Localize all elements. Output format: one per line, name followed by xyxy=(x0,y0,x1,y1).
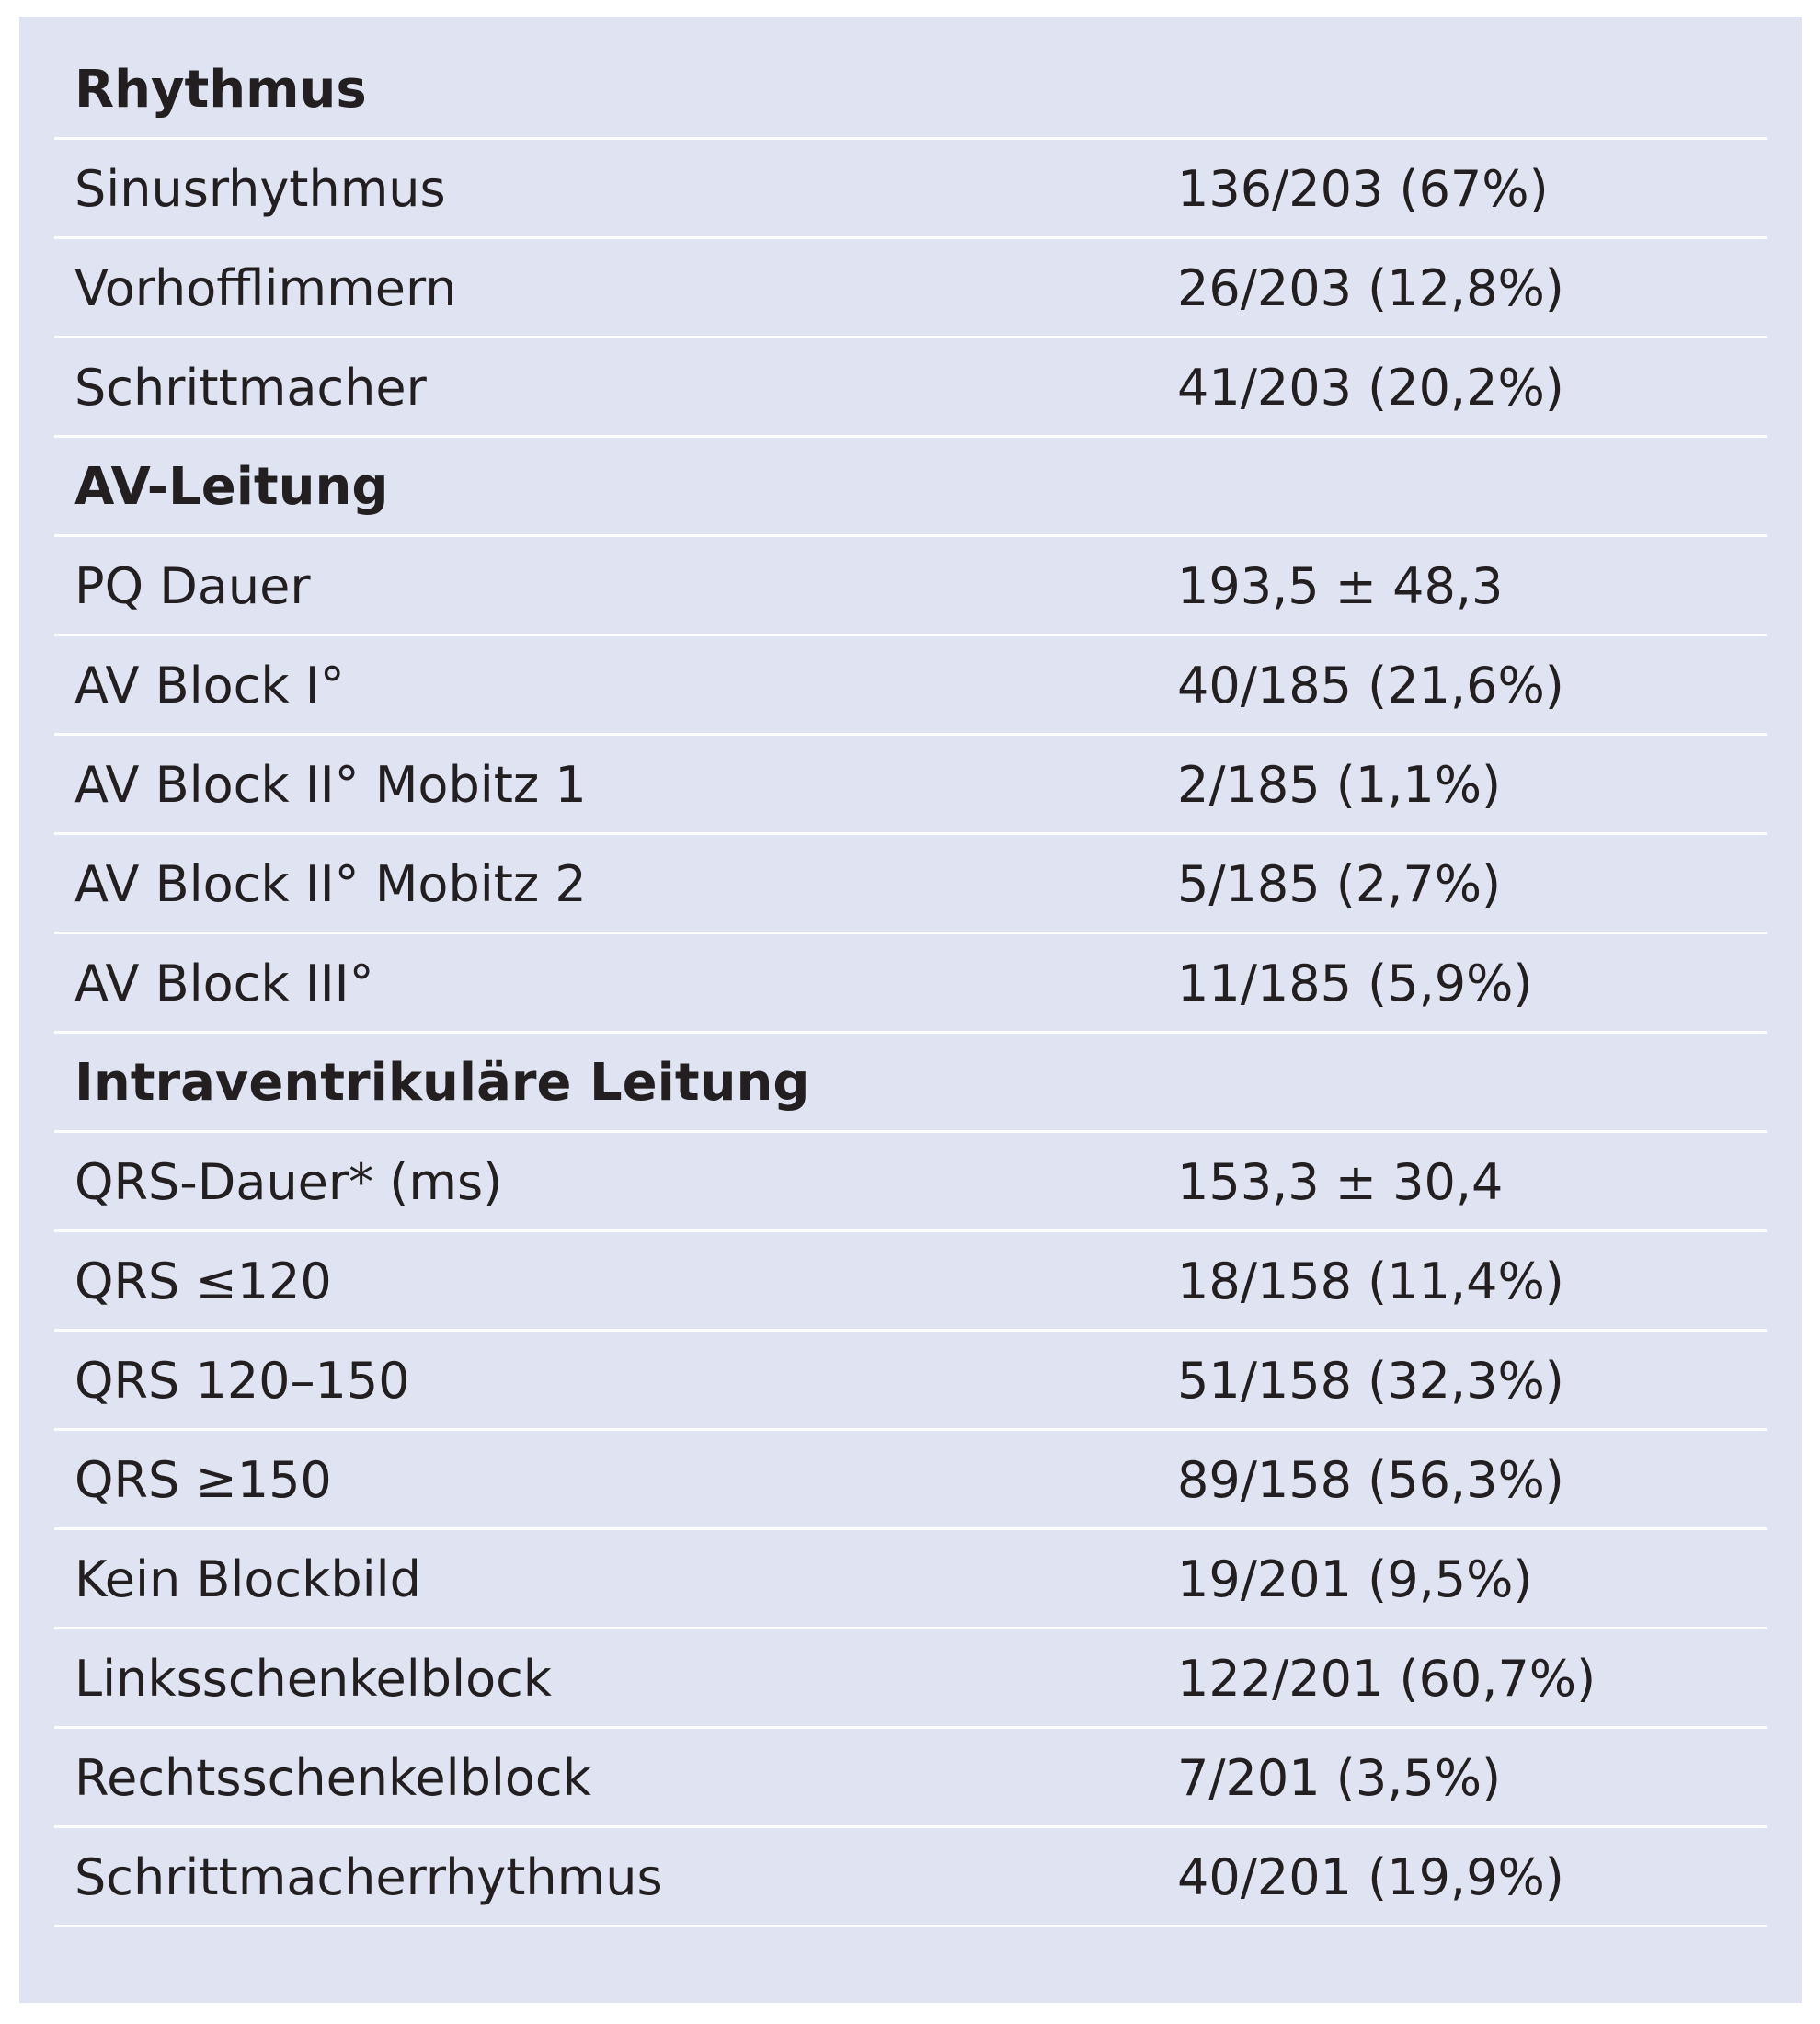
row-label: Linksschenkelblock xyxy=(74,1650,553,1708)
row-value: 11/185 (5,9%) xyxy=(1177,955,1533,1012)
section-header-intraventrikulaere-leitung: Intraventrikuläre Leitung xyxy=(54,1034,1767,1133)
row-value: 193,5 ± 48,3 xyxy=(1177,557,1504,615)
row-value: 26/203 (12,8%) xyxy=(1177,259,1564,317)
row-value: 19/201 (9,5%) xyxy=(1177,1550,1533,1608)
row-value: 136/203 (67%) xyxy=(1177,160,1549,218)
section-header-av-leitung: AV-Leitung xyxy=(54,438,1767,537)
row-value: 122/201 (60,7%) xyxy=(1177,1650,1597,1708)
row-value: 5/185 (2,7%) xyxy=(1177,855,1502,913)
row-label: AV Block II° Mobitz 1 xyxy=(74,756,587,814)
section-header-rhythmus: Rhythmus xyxy=(54,40,1767,140)
table-row: QRS ≤120 18/158 (11,4%) xyxy=(54,1232,1767,1332)
row-label: QRS 120–150 xyxy=(74,1352,410,1410)
row-label: Vorhofflimmern xyxy=(74,259,457,317)
table-row: PQ Dauer 193,5 ± 48,3 xyxy=(54,537,1767,636)
row-value: 153,3 ± 30,4 xyxy=(1177,1153,1504,1211)
section-title: AV-Leitung xyxy=(74,457,389,517)
table-row: AV Block II° Mobitz 1 2/185 (1,1%) xyxy=(54,736,1767,835)
table-row: AV Block II° Mobitz 2 5/185 (2,7%) xyxy=(54,835,1767,934)
row-label: Sinusrhythmus xyxy=(74,160,446,218)
table-row: Kein Blockbild 19/201 (9,5%) xyxy=(54,1530,1767,1629)
row-value: 40/185 (21,6%) xyxy=(1177,657,1564,715)
table-row: AV Block I° 40/185 (21,6%) xyxy=(54,636,1767,736)
row-label: AV Block I° xyxy=(74,657,345,715)
table-row: QRS-Dauer* (ms) 153,3 ± 30,4 xyxy=(54,1133,1767,1232)
row-label: QRS-Dauer* (ms) xyxy=(74,1153,503,1211)
table-row: Schrittmacher 41/203 (20,2%) xyxy=(54,338,1767,438)
table-row: AV Block III° 11/185 (5,9%) xyxy=(54,934,1767,1034)
table-row: Schrittmacherrhythmus 40/201 (19,9%) xyxy=(54,1828,1767,1927)
row-label: Schrittmacher xyxy=(74,359,427,417)
row-label: PQ Dauer xyxy=(74,557,311,615)
row-value: 89/158 (56,3%) xyxy=(1177,1451,1564,1509)
section-title: Intraventrikuläre Leitung xyxy=(74,1053,810,1113)
table-row: Sinusrhythmus 136/203 (67%) xyxy=(54,140,1767,239)
table-panel: Rhythmus Sinusrhythmus 136/203 (67%) Vor… xyxy=(19,17,1802,2003)
section-title: Rhythmus xyxy=(74,60,367,120)
row-label: QRS ≤120 xyxy=(74,1252,332,1310)
table-row: QRS ≥150 89/158 (56,3%) xyxy=(54,1431,1767,1530)
row-label: AV Block II° Mobitz 2 xyxy=(74,855,587,913)
row-value: 41/203 (20,2%) xyxy=(1177,359,1564,417)
ecg-findings-table: Rhythmus Sinusrhythmus 136/203 (67%) Vor… xyxy=(54,40,1767,1927)
row-value: 51/158 (32,3%) xyxy=(1177,1352,1564,1410)
row-value: 7/201 (3,5%) xyxy=(1177,1749,1502,1807)
row-label: QRS ≥150 xyxy=(74,1451,332,1509)
row-value: 40/201 (19,9%) xyxy=(1177,1848,1564,1906)
row-value: 2/185 (1,1%) xyxy=(1177,756,1502,814)
row-label: Rechtsschenkelblock xyxy=(74,1749,591,1807)
row-label: Schrittmacherrhythmus xyxy=(74,1848,663,1906)
table-row: Vorhofflimmern 26/203 (12,8%) xyxy=(54,239,1767,338)
row-label: AV Block III° xyxy=(74,955,374,1012)
table-row: QRS 120–150 51/158 (32,3%) xyxy=(54,1332,1767,1431)
row-value: 18/158 (11,4%) xyxy=(1177,1252,1564,1310)
table-row: Linksschenkelblock 122/201 (60,7%) xyxy=(54,1629,1767,1729)
row-label: Kein Blockbild xyxy=(74,1550,421,1608)
table-row: Rechtsschenkelblock 7/201 (3,5%) xyxy=(54,1729,1767,1828)
